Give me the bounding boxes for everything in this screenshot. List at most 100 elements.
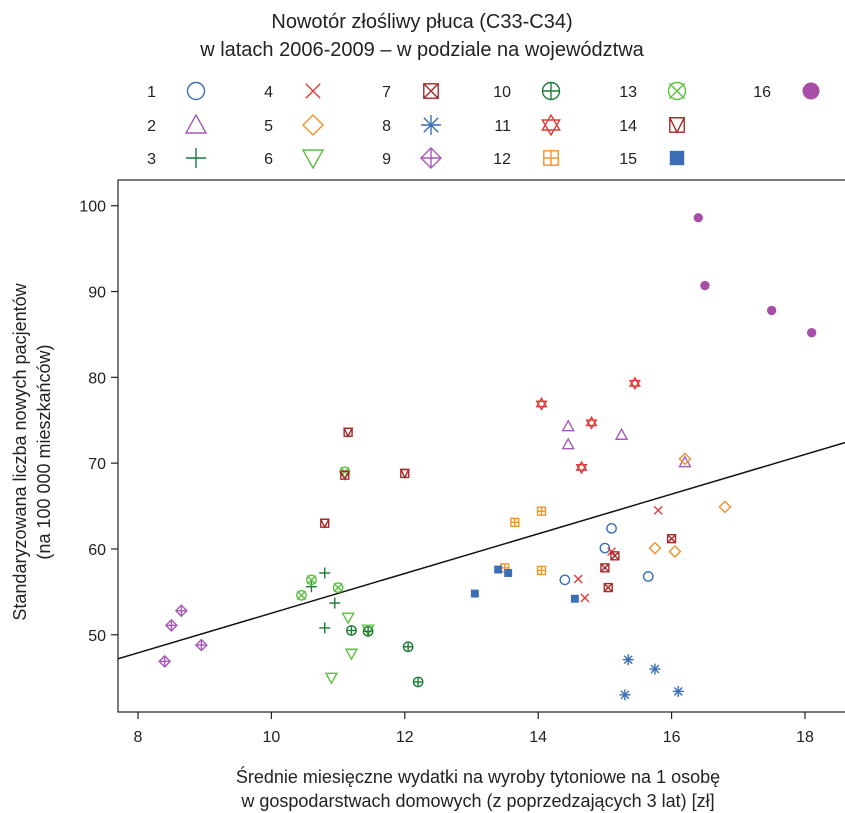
data-point-series-13-2 (306, 574, 317, 586)
data-point-series-15-2 (494, 565, 503, 574)
plot-area (117, 179, 845, 713)
data-point-series-16-2 (700, 280, 710, 291)
legend-label: 16 (753, 84, 771, 101)
data-point-series-14-3 (343, 427, 354, 438)
chart-title-line-1: Nowotór złośliwy płuca (C33-C34) (271, 11, 572, 33)
data-point-series-10-3 (402, 641, 414, 653)
data-point-series-5-2 (668, 545, 682, 559)
legend-marker-14 (668, 117, 686, 134)
data-point-series-16-4 (806, 328, 817, 338)
data-point-series-12-4 (536, 565, 547, 576)
data-points (158, 213, 817, 701)
data-point-series-1-1 (559, 574, 571, 586)
data-point-series-6-2 (341, 612, 355, 625)
data-point-series-4-2 (580, 593, 590, 603)
legend-item-2: 2 (147, 113, 208, 135)
legend-marker-11 (541, 113, 561, 137)
data-point-series-4-4 (653, 505, 663, 515)
data-point-series-13-3 (332, 582, 344, 593)
data-point-series-11-3 (585, 415, 598, 430)
legend-marker-13 (667, 81, 687, 101)
y-tick-label: 80 (88, 370, 106, 387)
legend-label: 8 (382, 118, 391, 135)
legend-marker-2 (184, 113, 208, 134)
legend-label: 10 (493, 84, 511, 101)
x-tick-label: 8 (134, 729, 143, 746)
x-tick-label: 16 (663, 729, 681, 746)
legend-item-1: 1 (147, 81, 206, 101)
y-tick-label: 50 (88, 628, 106, 645)
data-point-series-5-1 (648, 541, 662, 555)
data-point-series-9-4 (194, 638, 208, 652)
x-tick-label: 10 (263, 729, 281, 746)
legend-label: 6 (264, 151, 273, 168)
legend-marker-12 (543, 150, 559, 166)
data-point-series-11-1 (535, 397, 548, 411)
data-point-series-9-1 (158, 654, 172, 668)
legend-item-11: 11 (494, 113, 561, 137)
x-axis-label-line-1: Średnie miesięczne wydatki na wyroby tyt… (236, 766, 720, 787)
legend-label: 1 (147, 84, 156, 101)
y-tick-label: 100 (79, 199, 106, 216)
legend-marker-8 (421, 115, 441, 135)
plot-frame (117, 179, 845, 713)
legend-label: 2 (147, 118, 156, 135)
legend-label: 11 (494, 118, 511, 135)
y-tick-label: 90 (88, 285, 106, 302)
data-point-series-12-2 (510, 517, 520, 528)
data-point-series-13-1 (296, 589, 307, 601)
data-point-series-8-2 (622, 654, 634, 666)
data-point-series-5-4 (718, 500, 732, 514)
data-point-series-3-4 (329, 597, 341, 609)
legend-label: 14 (619, 118, 637, 135)
data-point-series-10-4 (412, 676, 424, 688)
data-point-series-7-4 (666, 534, 677, 544)
data-point-series-1-3 (606, 522, 617, 534)
legend-item-14: 14 (619, 117, 686, 135)
data-point-series-7-1 (600, 563, 610, 573)
data-point-series-6-3 (344, 648, 359, 661)
legend-label: 15 (619, 151, 637, 168)
legend-marker-1 (186, 81, 206, 101)
legend-item-10: 10 (493, 81, 561, 101)
data-point-series-15-1 (470, 589, 479, 598)
data-point-series-16-3 (766, 305, 777, 316)
y-tick-label: 60 (88, 542, 106, 559)
data-point-series-16-1 (693, 213, 703, 223)
legend-item-7: 7 (382, 83, 439, 101)
y-axis-label-line-2: (na 100 000 mieszkańców) (34, 344, 54, 559)
legend-label: 4 (264, 84, 273, 101)
legend-item-8: 8 (382, 115, 441, 135)
data-point-series-14-4 (399, 468, 410, 479)
data-point-series-15-4 (570, 594, 579, 603)
data-point-series-15-3 (504, 569, 513, 577)
chart-title: Nowotór złośliwy płuca (C33-C34) w latac… (199, 11, 644, 61)
x-tick-label: 12 (396, 729, 414, 746)
legend-item-12: 12 (493, 150, 559, 168)
x-axis-label-line-2: w gospodarstwach domowych (z poprzedzają… (240, 791, 714, 811)
y-axis: 50 60 70 80 90 100 (79, 199, 118, 645)
data-point-series-3-2 (319, 567, 331, 579)
data-point-series-8-4 (672, 685, 684, 697)
legend-marker-5 (302, 114, 324, 136)
legend-item-16: 16 (753, 82, 820, 101)
y-tick-label: 70 (88, 456, 106, 473)
data-point-series-6-1 (324, 672, 339, 685)
data-point-series-5-3 (678, 452, 692, 466)
data-point-series-2-1 (561, 437, 575, 450)
legend-item-6: 6 (264, 149, 325, 170)
chart-title-line-2: w latach 2006-2009 – w podziale na wojew… (199, 39, 644, 61)
legend-marker-16 (802, 82, 820, 100)
data-point-series-1-2 (599, 542, 611, 554)
legend-marker-6 (301, 149, 325, 170)
trendline-group (117, 441, 845, 660)
legend-item-9: 9 (382, 147, 442, 169)
data-point-series-7-3 (610, 551, 620, 561)
data-point-series-14-1 (319, 518, 330, 529)
legend-label: 5 (264, 118, 273, 135)
legend-item-4: 4 (264, 83, 321, 101)
legend-marker-9 (420, 147, 442, 169)
data-point-series-7-2 (603, 582, 613, 593)
